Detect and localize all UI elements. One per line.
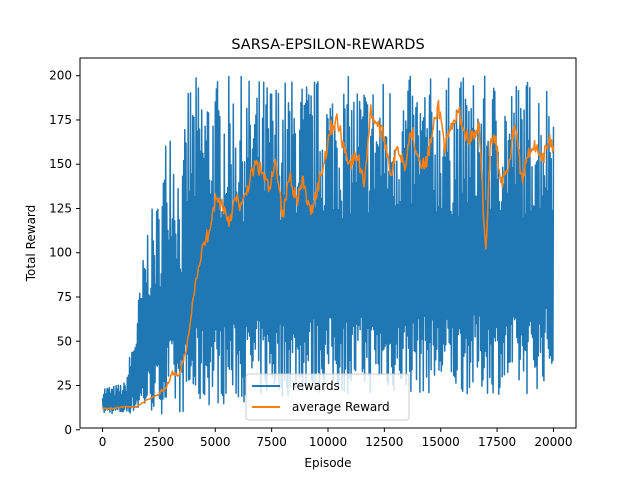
- y-tick-label: 75: [57, 290, 72, 304]
- y-tick-label: 100: [49, 246, 72, 260]
- series-line-average-reward: [101, 99, 555, 410]
- x-tick-label: 7500: [256, 435, 287, 449]
- x-tick-label: 15000: [422, 435, 460, 449]
- x-tick-label: 12500: [365, 435, 403, 449]
- plot-area: [101, 75, 555, 415]
- y-tick-label: 200: [49, 69, 72, 83]
- x-tick-label: 20000: [534, 435, 572, 449]
- legend: rewards average Reward: [245, 373, 410, 421]
- y-tick-label: 175: [49, 113, 72, 127]
- legend-label-average-reward: average Reward: [292, 400, 390, 414]
- y-tick-label: 0: [64, 423, 72, 437]
- chart-title: SARSA-EPSILON-REWARDS: [231, 37, 424, 53]
- legend-label-rewards: rewards: [292, 379, 340, 393]
- y-axis: 0 25 50 75 100 125 150 175 200: [49, 69, 80, 437]
- x-axis: 0 2500 5000 7500 10000 12500 15000 17500 20000: [99, 428, 573, 449]
- y-tick-label: 150: [49, 157, 72, 171]
- y-tick-label: 125: [49, 201, 72, 215]
- y-axis-label: Total Reward: [24, 205, 38, 283]
- legend-box: [245, 373, 410, 421]
- series-line-rewards: [101, 75, 555, 415]
- x-tick-label: 2500: [144, 435, 175, 449]
- y-tick-label: 50: [57, 334, 72, 348]
- x-axis-label: Episode: [304, 456, 351, 470]
- x-tick-label: 10000: [309, 435, 347, 449]
- x-tick-label: 5000: [200, 435, 231, 449]
- y-tick-label: 25: [57, 379, 72, 393]
- x-tick-label: 17500: [478, 435, 516, 449]
- x-tick-label: 0: [99, 435, 107, 449]
